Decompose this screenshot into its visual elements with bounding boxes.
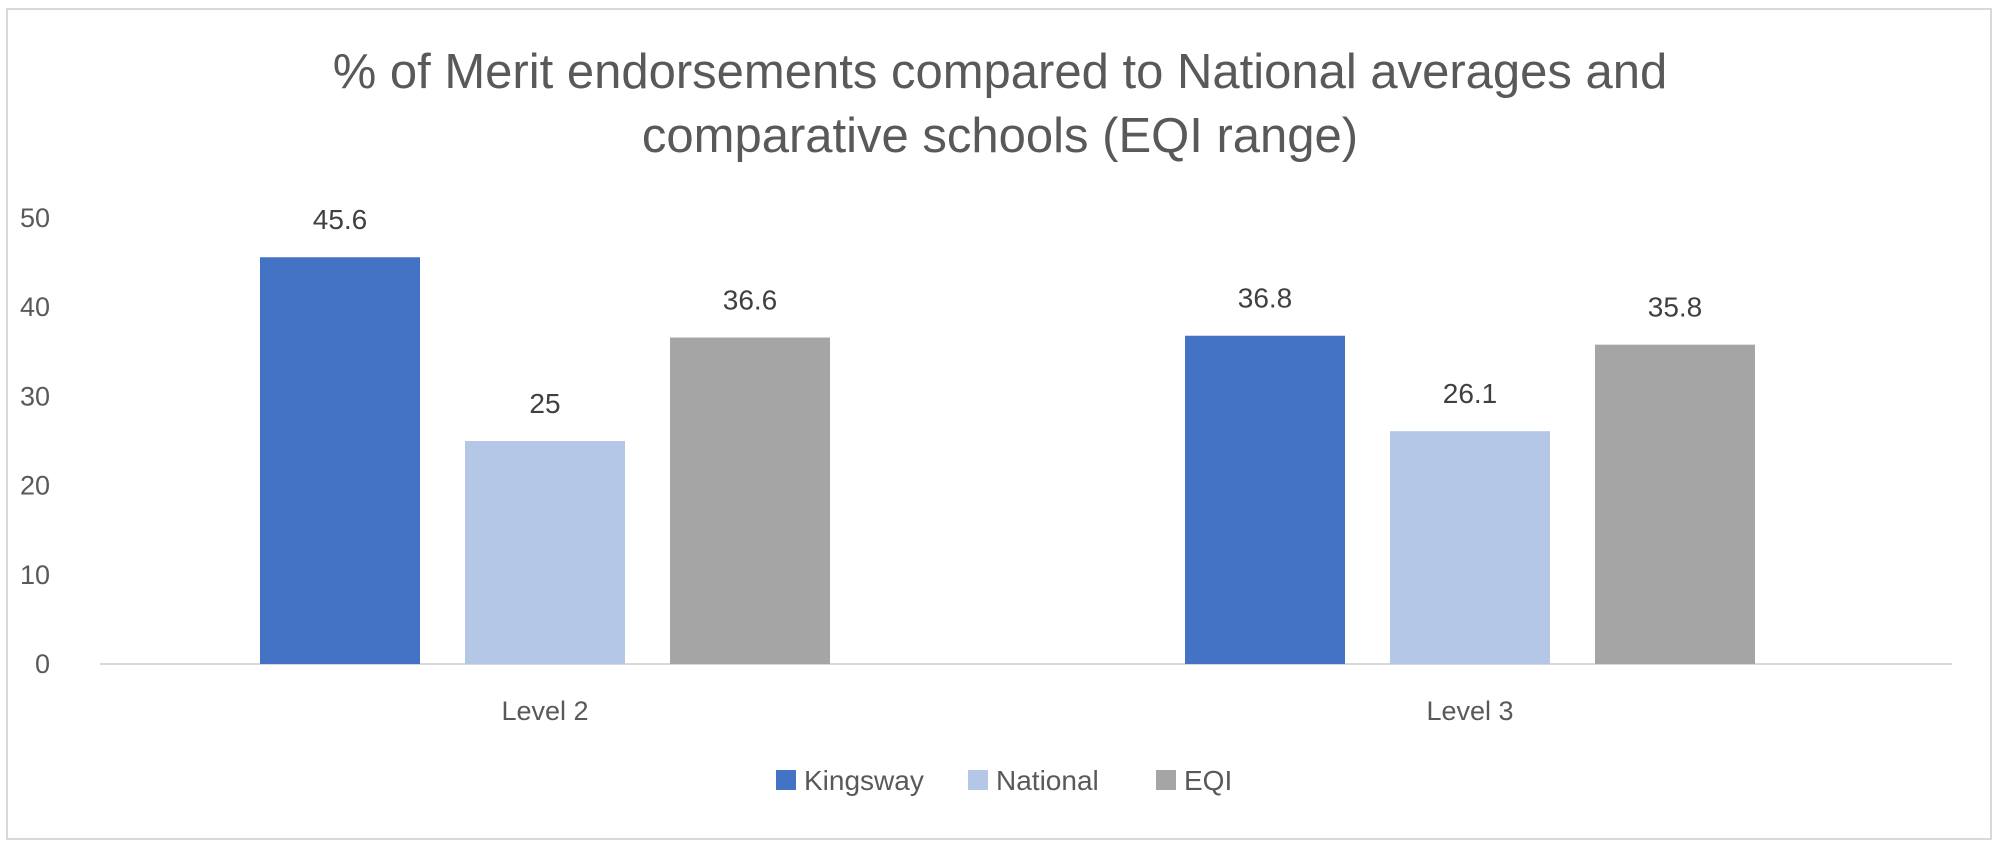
data-label: 25	[529, 388, 560, 419]
data-label: 45.6	[313, 204, 368, 235]
legend-label-eqi: EQI	[1184, 765, 1232, 796]
x-tick-label: Level 3	[1426, 696, 1513, 726]
chart-title-line-1: % of Merit endorsements compared to Nati…	[332, 45, 1668, 99]
bar-kingsway-level-3	[1185, 335, 1345, 664]
y-tick-label: 0	[35, 649, 50, 679]
legend-swatch-eqi	[1156, 770, 1176, 790]
chart-title: % of Merit endorsements compared to Nati…	[0, 40, 2000, 168]
data-label: 36.8	[1238, 283, 1293, 314]
legend-swatch-kingsway	[776, 770, 796, 790]
bar-kingsway-level-2	[260, 257, 420, 664]
data-label: 35.8	[1648, 292, 1703, 323]
bar-national-level-3	[1390, 431, 1550, 664]
y-tick-label: 40	[20, 292, 50, 322]
y-tick-label: 50	[20, 203, 50, 233]
y-tick-label: 10	[20, 560, 50, 590]
bar-national-level-2	[465, 441, 625, 664]
y-tick-label: 30	[20, 381, 50, 411]
legend-swatch-national	[968, 770, 988, 790]
x-tick-label: Level 2	[501, 696, 588, 726]
legend-label-kingsway: Kingsway	[804, 765, 924, 796]
data-label: 36.6	[723, 285, 778, 316]
legend-label-national: National	[996, 765, 1099, 796]
data-label: 26.1	[1443, 378, 1498, 409]
bar-eqi-level-3	[1595, 344, 1755, 664]
y-tick-label: 20	[20, 471, 50, 501]
chart-title-line-2: comparative schools (EQI range)	[641, 109, 1359, 163]
bar-eqi-level-2	[670, 337, 830, 664]
